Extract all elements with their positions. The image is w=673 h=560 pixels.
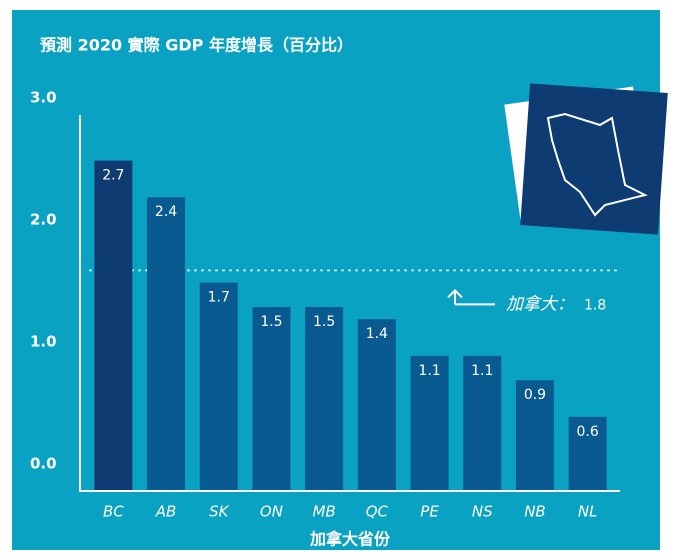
y-tick-label: 3.0	[30, 89, 57, 107]
bar	[357, 319, 396, 490]
x-tick-label: BC	[103, 503, 124, 521]
bar	[252, 307, 291, 490]
y-tick-label: 2.0	[30, 211, 57, 229]
value-label: 1.5	[313, 314, 335, 330]
bar	[410, 355, 449, 490]
map-panel	[520, 83, 668, 235]
x-axis-title: 加拿大省份	[309, 530, 391, 549]
reference-label: 加拿大：	[506, 294, 574, 314]
y-tick-label: 0.0	[30, 455, 57, 473]
chart-title: 預測 2020 實際 GDP 年度增長（百分比）	[40, 36, 353, 55]
reference-value: 1.8	[584, 297, 606, 313]
x-tick-label: MB	[313, 503, 336, 521]
bar	[305, 307, 344, 490]
bar	[147, 197, 186, 490]
value-label: 0.9	[524, 387, 546, 403]
map-outline	[546, 112, 648, 217]
value-label: 0.6	[577, 424, 599, 440]
x-tick-label: ON	[260, 503, 283, 521]
bar	[568, 416, 607, 490]
bar	[199, 282, 238, 490]
x-tick-label: NS	[472, 503, 493, 521]
value-label: 1.1	[471, 363, 493, 379]
y-tick-label: 1.0	[30, 333, 57, 351]
bar	[463, 355, 502, 490]
x-tick-label: PE	[420, 503, 439, 521]
x-tick-label: NL	[578, 503, 598, 521]
value-label: 2.7	[102, 168, 124, 184]
value-label: 1.5	[260, 314, 282, 330]
value-label: 1.4	[366, 326, 388, 342]
bar	[515, 380, 554, 490]
x-tick-label: SK	[209, 503, 230, 521]
x-tick-label: AB	[155, 503, 177, 521]
value-label: 1.7	[208, 290, 230, 306]
map-icon	[504, 83, 668, 235]
value-label: 1.1	[418, 363, 440, 379]
x-tick-label: QC	[366, 503, 389, 521]
x-tick-label: NB	[524, 503, 546, 521]
bar	[94, 160, 133, 490]
value-label: 2.4	[155, 204, 177, 220]
reference-arrow	[447, 288, 495, 306]
